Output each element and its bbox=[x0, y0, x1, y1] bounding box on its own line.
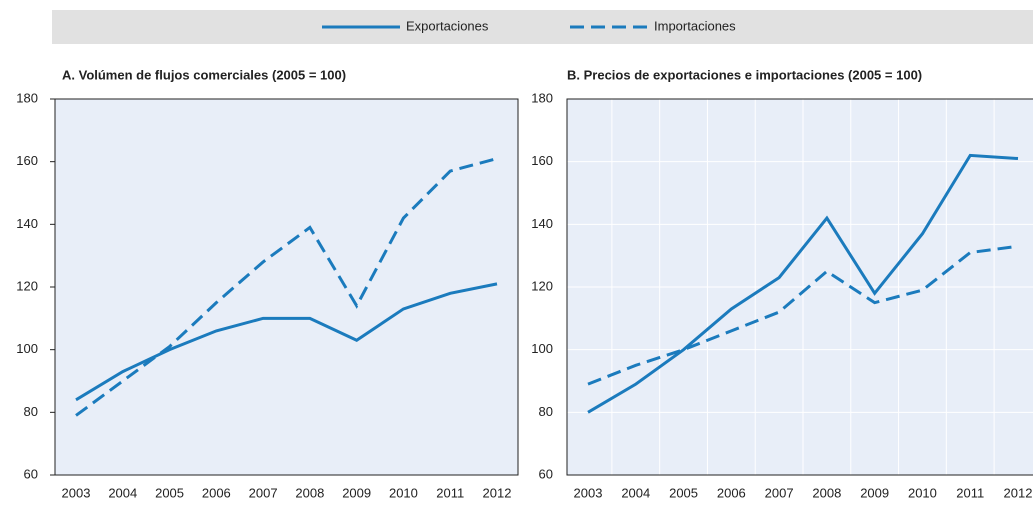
legend-label: Importaciones bbox=[654, 18, 736, 33]
x-tick-label: 2005 bbox=[155, 485, 184, 500]
y-tick-label: 120 bbox=[16, 278, 38, 293]
series-line bbox=[587, 244, 1019, 386]
series-line bbox=[75, 282, 498, 402]
plot-frame bbox=[54, 98, 519, 476]
legend-background bbox=[52, 10, 1033, 44]
x-tick-label: 2009 bbox=[860, 485, 889, 500]
y-tick-label: 80 bbox=[24, 404, 38, 419]
y-tick-label: 60 bbox=[539, 466, 553, 481]
x-tick-label: 2006 bbox=[202, 485, 231, 500]
x-tick-label: 2007 bbox=[249, 485, 278, 500]
x-tick-label: 2012 bbox=[1004, 485, 1033, 500]
x-tick-label: 2003 bbox=[574, 485, 603, 500]
y-tick-label: 140 bbox=[531, 216, 553, 231]
y-tick-label: 80 bbox=[539, 404, 553, 419]
x-tick-label: 2003 bbox=[62, 485, 91, 500]
x-tick-label: 2004 bbox=[621, 485, 650, 500]
x-tick-label: 2004 bbox=[108, 485, 137, 500]
chart-title: A. Volúmen de flujos comerciales (2005 =… bbox=[62, 67, 346, 82]
series-line bbox=[587, 153, 1019, 414]
x-tick-label: 2005 bbox=[669, 485, 698, 500]
x-tick-label: 2010 bbox=[389, 485, 418, 500]
y-tick-label: 100 bbox=[531, 341, 553, 356]
plot-frame bbox=[566, 98, 1033, 476]
y-tick-label: 60 bbox=[24, 466, 38, 481]
y-tick-label: 160 bbox=[16, 153, 38, 168]
series-line bbox=[75, 157, 498, 417]
chart-title: B. Precios de exportaciones e importacio… bbox=[567, 67, 922, 82]
x-tick-label: 2011 bbox=[956, 485, 984, 500]
x-tick-label: 2009 bbox=[342, 485, 371, 500]
plot-background bbox=[55, 99, 518, 475]
y-tick-label: 120 bbox=[531, 278, 553, 293]
y-tick-label: 100 bbox=[16, 341, 38, 356]
x-tick-label: 2008 bbox=[812, 485, 841, 500]
x-tick-label: 2011 bbox=[436, 485, 464, 500]
y-tick-label: 140 bbox=[16, 216, 38, 231]
x-tick-label: 2007 bbox=[765, 485, 794, 500]
y-tick-label: 160 bbox=[531, 153, 553, 168]
x-tick-label: 2008 bbox=[295, 485, 324, 500]
x-tick-label: 2012 bbox=[483, 485, 512, 500]
legend-label: Exportaciones bbox=[406, 18, 489, 33]
y-tick-label: 180 bbox=[16, 90, 38, 105]
y-tick-label: 180 bbox=[531, 90, 553, 105]
x-tick-label: 2010 bbox=[908, 485, 937, 500]
x-tick-label: 2006 bbox=[717, 485, 746, 500]
